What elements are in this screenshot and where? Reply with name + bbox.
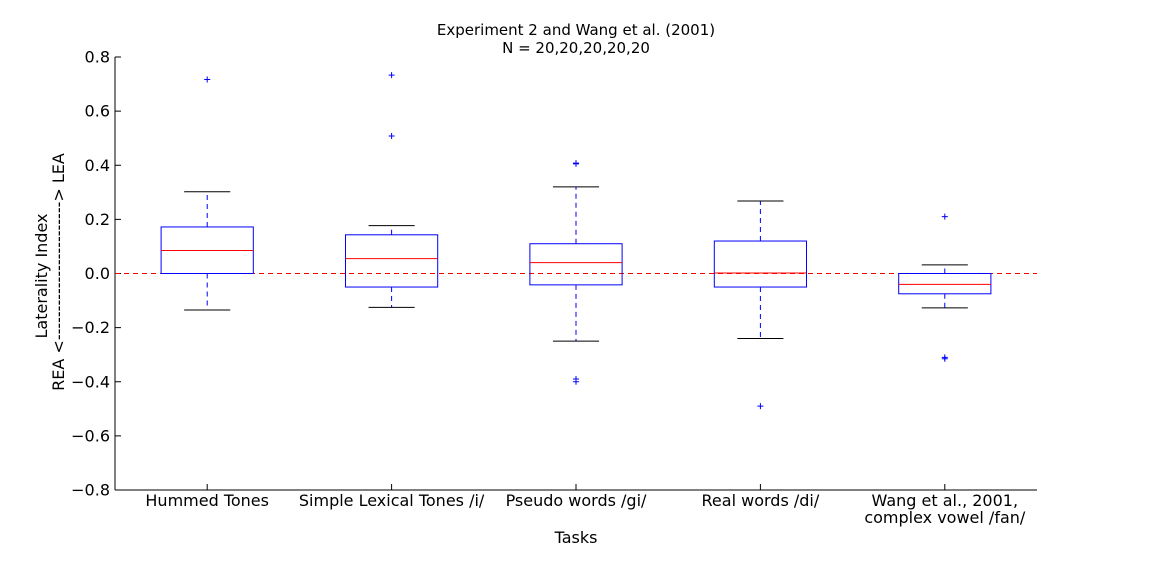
outlier-marker xyxy=(388,72,395,79)
y-axis-label-bottom: REA <------------------------> LEA xyxy=(49,153,68,391)
outlier-marker xyxy=(941,355,948,362)
y-tick-label: 0.8 xyxy=(85,48,110,67)
outlier-marker xyxy=(388,133,395,140)
x-tick-label: complex vowel /fan/ xyxy=(864,508,1026,527)
outlier-marker xyxy=(204,76,211,83)
x-tick-label: Real words /di/ xyxy=(702,491,820,510)
y-tick-label: 0.0 xyxy=(85,264,110,283)
x-tick-label: Pseudo words /gi/ xyxy=(506,491,647,510)
outlier-marker xyxy=(941,213,948,220)
box-iqr xyxy=(713,240,807,288)
chart-subtitle: N = 20,20,20,20,20 xyxy=(502,39,650,57)
x-tick-label: Simple Lexical Tones /i/ xyxy=(299,491,485,510)
y-tick-label: −0.2 xyxy=(71,318,110,337)
x-axis-label: Tasks xyxy=(554,528,598,547)
y-tick-label: 0.4 xyxy=(85,156,110,175)
x-tick-label: Wang et al., 2001, xyxy=(872,491,1019,510)
box-iqr xyxy=(529,243,623,286)
x-tick-label: Hummed Tones xyxy=(145,491,269,510)
outlier-marker xyxy=(573,160,579,167)
plot-area: −0.8 −0.6 −0.4 −0.2 0.0 0.2 0.4 0.6 0.8 Hummed To… xyxy=(71,48,1037,527)
y-tick-label: 0.2 xyxy=(85,210,110,229)
y-tick-label: −0.6 xyxy=(71,426,110,445)
box-iqr xyxy=(345,234,439,288)
box-iqr xyxy=(898,273,992,295)
outlier-marker xyxy=(757,403,764,410)
y-tick-label: −0.4 xyxy=(71,372,110,391)
y-tick-label: 0.6 xyxy=(85,102,110,121)
y-axis-label-top: Laterality Index xyxy=(32,214,51,339)
y-tick-label: −0.8 xyxy=(71,481,110,500)
chart-title: Experiment 2 and Wang et al. (2001) xyxy=(437,21,715,39)
y-axis-label: REA <------------------------> LEA Later… xyxy=(32,153,68,391)
outlier-marker xyxy=(573,378,579,385)
